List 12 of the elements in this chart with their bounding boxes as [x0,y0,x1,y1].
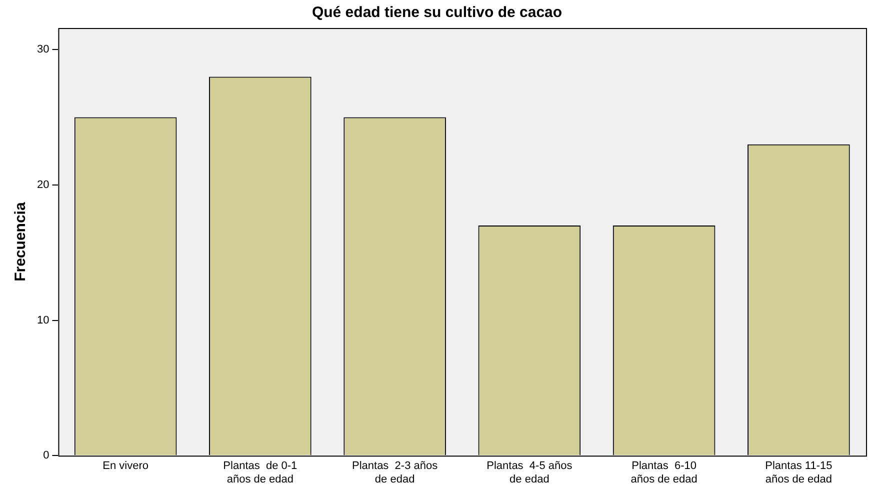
chart-title: Qué edad tiene su cultivo de cacao [312,4,562,22]
y-tick-label: 30 [36,44,50,56]
x-tick-label: Plantas 6-10 años de edad [630,460,698,486]
y-axis-title: Frecuencia [12,202,30,282]
x-tick-label: Plantas 2-3 años de edad [352,460,438,486]
x-tick-label: En vivero [102,460,148,472]
y-tick-label: 20 [36,179,50,191]
x-tick-label: Plantas de 0-1 años de edad [223,460,298,486]
y-tick-label: 10 [36,314,50,326]
x-tick-label: Plantas 4-5 años de edad [486,460,573,486]
y-tick-label: 0 [43,450,50,462]
x-tick-label: Plantas 11-15 años de edad [765,460,832,486]
